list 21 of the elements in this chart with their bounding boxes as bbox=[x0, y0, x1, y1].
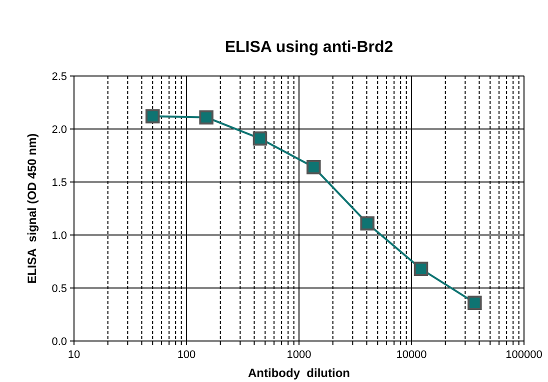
point bbox=[360, 216, 374, 230]
y-tick-label: 1.5 bbox=[52, 176, 67, 189]
x-tick-label: 1000 bbox=[286, 349, 312, 361]
chart-title: ELISA using anti-Brd2 bbox=[224, 39, 394, 56]
point bbox=[199, 110, 214, 124]
x-axis-title: Antibody dilution bbox=[248, 366, 350, 380]
y-tick-label: 2.0 bbox=[52, 124, 67, 136]
x-tick-label: 100 bbox=[177, 349, 196, 361]
point bbox=[252, 131, 268, 146]
point bbox=[468, 296, 482, 310]
x-tick-label: 100000 bbox=[506, 349, 542, 361]
y-tick-label: 0.5 bbox=[52, 282, 67, 295]
point bbox=[146, 109, 160, 124]
point bbox=[414, 262, 428, 276]
point bbox=[306, 160, 321, 174]
y-tick-label: 1.0 bbox=[52, 230, 67, 242]
y-tick-label: 0.0 bbox=[52, 336, 67, 348]
x-tick-label: 10 bbox=[68, 349, 80, 361]
y-axis-title: ELISA signal (OD 450 nm) bbox=[25, 133, 39, 284]
y-tick-label: 2.5 bbox=[52, 70, 67, 83]
x-tick-label: 10000 bbox=[396, 349, 427, 361]
